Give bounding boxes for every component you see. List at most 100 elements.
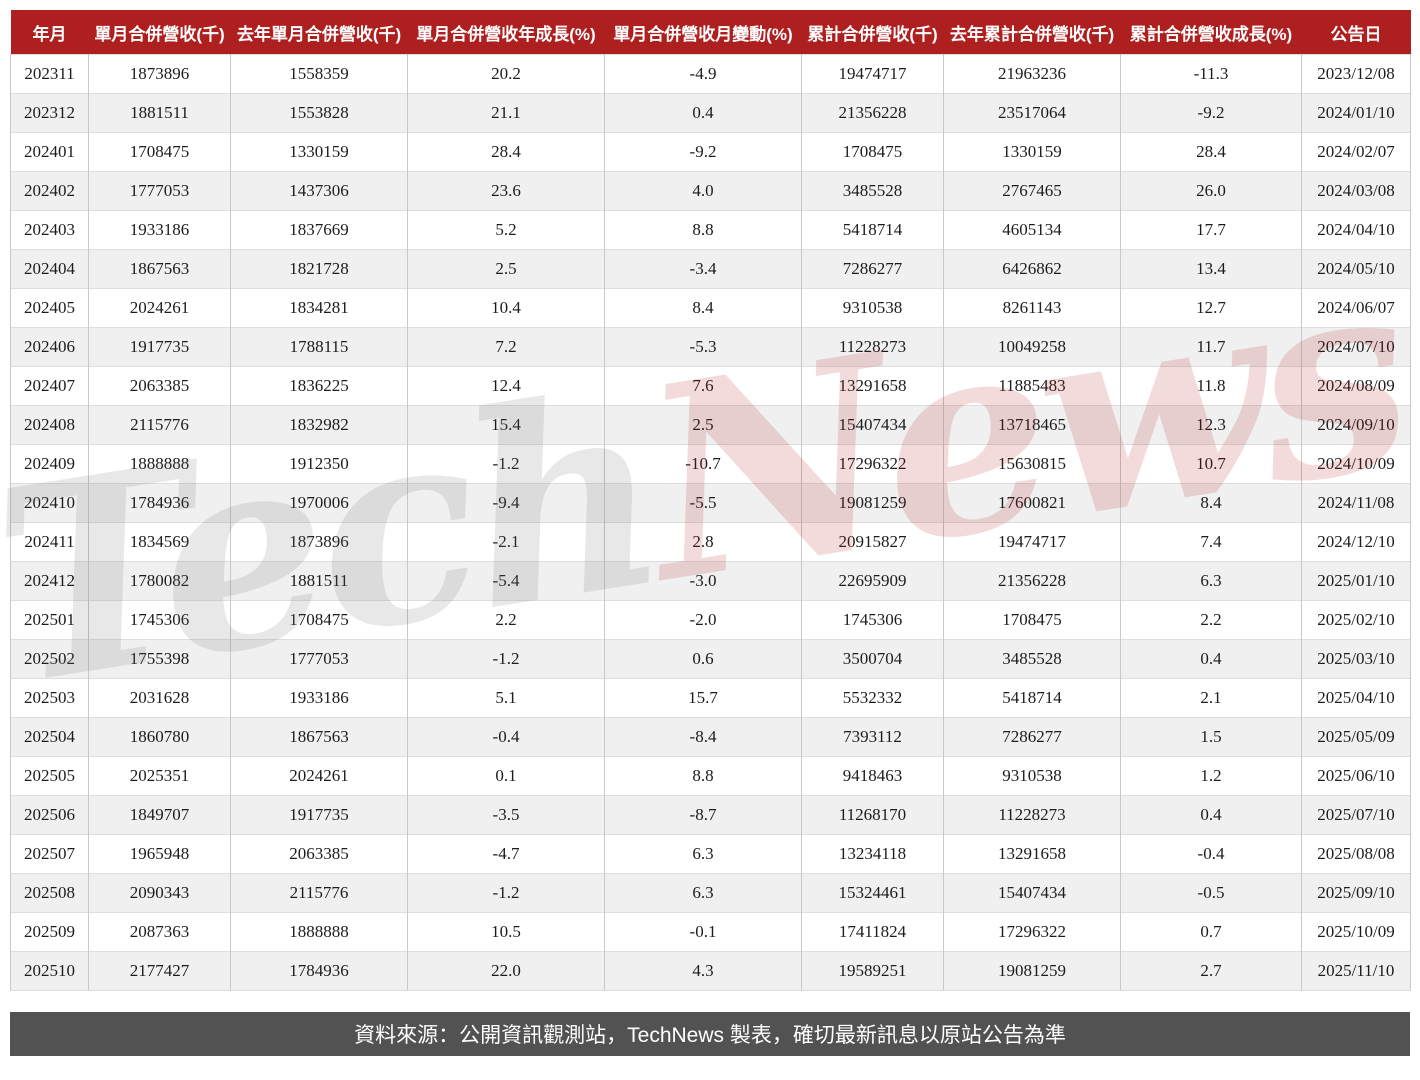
table-cell: 19081259: [801, 483, 944, 523]
table-cell: -5.4: [407, 561, 605, 601]
table-cell: 2024/02/07: [1301, 132, 1411, 172]
table-cell: -3.4: [604, 249, 802, 289]
table-cell: -10.7: [604, 444, 802, 484]
table-cell: 7393112: [801, 717, 944, 757]
footer-bar: 資料來源：公開資訊觀測站，TechNews 製表，確切最新訊息以原站公告為準: [10, 1012, 1410, 1056]
table-cell: 4.0: [604, 171, 802, 211]
column-header-2: 去年單月合併營收(千): [230, 10, 408, 55]
column-header-7: 累計合併營收成長(%): [1120, 10, 1302, 55]
table-cell: 2024/08/09: [1301, 366, 1411, 406]
table-cell: 202407: [10, 366, 89, 406]
table-cell: 2177427: [88, 951, 231, 991]
table-cell: 1837669: [230, 210, 408, 250]
table-cell: -9.4: [407, 483, 605, 523]
table-cell: 1745306: [801, 600, 944, 640]
table-cell: 2024/06/07: [1301, 288, 1411, 328]
table-cell: 202410: [10, 483, 89, 523]
table-cell: 2115776: [88, 405, 231, 445]
table-cell: 202403: [10, 210, 89, 250]
table-cell: 2.2: [407, 600, 605, 640]
table-row: 202312 1881511 1553828 21.1 0.4 21356228 23517…: [10, 93, 1411, 133]
table-cell: 202311: [10, 54, 89, 94]
table-cell: 202503: [10, 678, 89, 718]
table-cell: 2063385: [230, 834, 408, 874]
table-cell: 2024/05/10: [1301, 249, 1411, 289]
table-cell: 2024/01/10: [1301, 93, 1411, 133]
table-cell: 15.4: [407, 405, 605, 445]
table-cell: -0.4: [1120, 834, 1302, 874]
table-row: 202410 1784936 1970006 -9.4 -5.5 19081259 1760…: [10, 483, 1411, 523]
table-cell: -3.5: [407, 795, 605, 835]
table-cell: 15.7: [604, 678, 802, 718]
table-cell: 1873896: [88, 54, 231, 94]
table-cell: -0.1: [604, 912, 802, 952]
table-row: 202402 1777053 1437306 23.6 4.0 3485528 276746…: [10, 171, 1411, 211]
column-header-8: 公告日: [1301, 10, 1411, 55]
table-cell: 1777053: [230, 639, 408, 679]
table-cell: 202507: [10, 834, 89, 874]
table-cell: 28.4: [1120, 132, 1302, 172]
table-cell: -4.9: [604, 54, 802, 94]
table-cell: 1755398: [88, 639, 231, 679]
table-cell: 11.7: [1120, 327, 1302, 367]
table-cell: 2024/11/08: [1301, 483, 1411, 523]
table-cell: 2087363: [88, 912, 231, 952]
table-cell: 7.4: [1120, 522, 1302, 562]
table-cell: 202509: [10, 912, 89, 952]
table-cell: 19081259: [943, 951, 1121, 991]
column-header-0: 年月: [10, 10, 89, 55]
table-cell: 7.2: [407, 327, 605, 367]
table-cell: 2024/12/10: [1301, 522, 1411, 562]
table-row: 202407 2063385 1836225 12.4 7.6 13291658 11885…: [10, 366, 1411, 406]
table-row: 202505 2025351 2024261 0.1 8.8 9418463 9310538…: [10, 756, 1411, 796]
table-cell: 3500704: [801, 639, 944, 679]
table-cell: 1784936: [88, 483, 231, 523]
table-cell: 1832982: [230, 405, 408, 445]
table-row: 202501 1745306 1708475 2.2 -2.0 1745306 170847…: [10, 600, 1411, 640]
table-cell: 202505: [10, 756, 89, 796]
table-cell: 21356228: [801, 93, 944, 133]
table-cell: 22695909: [801, 561, 944, 601]
table-cell: 11268170: [801, 795, 944, 835]
table-cell: 13291658: [801, 366, 944, 406]
table-row: 202406 1917735 1788115 7.2 -5.3 11228273 10049…: [10, 327, 1411, 367]
table-cell: 7286277: [801, 249, 944, 289]
table-cell: 202312: [10, 93, 89, 133]
table-cell: 19474717: [943, 522, 1121, 562]
table-cell: -2.0: [604, 600, 802, 640]
table-cell: 2024261: [88, 288, 231, 328]
table-row: 202404 1867563 1821728 2.5 -3.4 7286277 642686…: [10, 249, 1411, 289]
table-cell: 13234118: [801, 834, 944, 874]
table-cell: 1917735: [88, 327, 231, 367]
table-cell: 202502: [10, 639, 89, 679]
table-cell: 2024261: [230, 756, 408, 796]
table-cell: 5.2: [407, 210, 605, 250]
table-cell: 21356228: [943, 561, 1121, 601]
table-cell: 5.1: [407, 678, 605, 718]
table-cell: 2.7: [1120, 951, 1302, 991]
table-cell: 11228273: [943, 795, 1121, 835]
table-cell: -9.2: [1120, 93, 1302, 133]
table-cell: -0.5: [1120, 873, 1302, 913]
table-cell: 1821728: [230, 249, 408, 289]
column-header-6: 去年累計合併營收(千): [943, 10, 1121, 55]
table-cell: 9310538: [801, 288, 944, 328]
table-cell: 20.2: [407, 54, 605, 94]
table-cell: 202404: [10, 249, 89, 289]
table-cell: 2025/06/10: [1301, 756, 1411, 796]
table-cell: 10.4: [407, 288, 605, 328]
table-cell: 20915827: [801, 522, 944, 562]
table-cell: 2024/10/09: [1301, 444, 1411, 484]
table-cell: 10.7: [1120, 444, 1302, 484]
table-cell: 1888888: [230, 912, 408, 952]
table-cell: 0.4: [1120, 639, 1302, 679]
table-cell: 6.3: [604, 873, 802, 913]
table-cell: 2024/03/08: [1301, 171, 1411, 211]
table-cell: 3485528: [943, 639, 1121, 679]
table-cell: 19589251: [801, 951, 944, 991]
table-cell: 22.0: [407, 951, 605, 991]
table-cell: 21963236: [943, 54, 1121, 94]
table-cell: 5532332: [801, 678, 944, 718]
table-cell: 2025/03/10: [1301, 639, 1411, 679]
table-cell: 9310538: [943, 756, 1121, 796]
